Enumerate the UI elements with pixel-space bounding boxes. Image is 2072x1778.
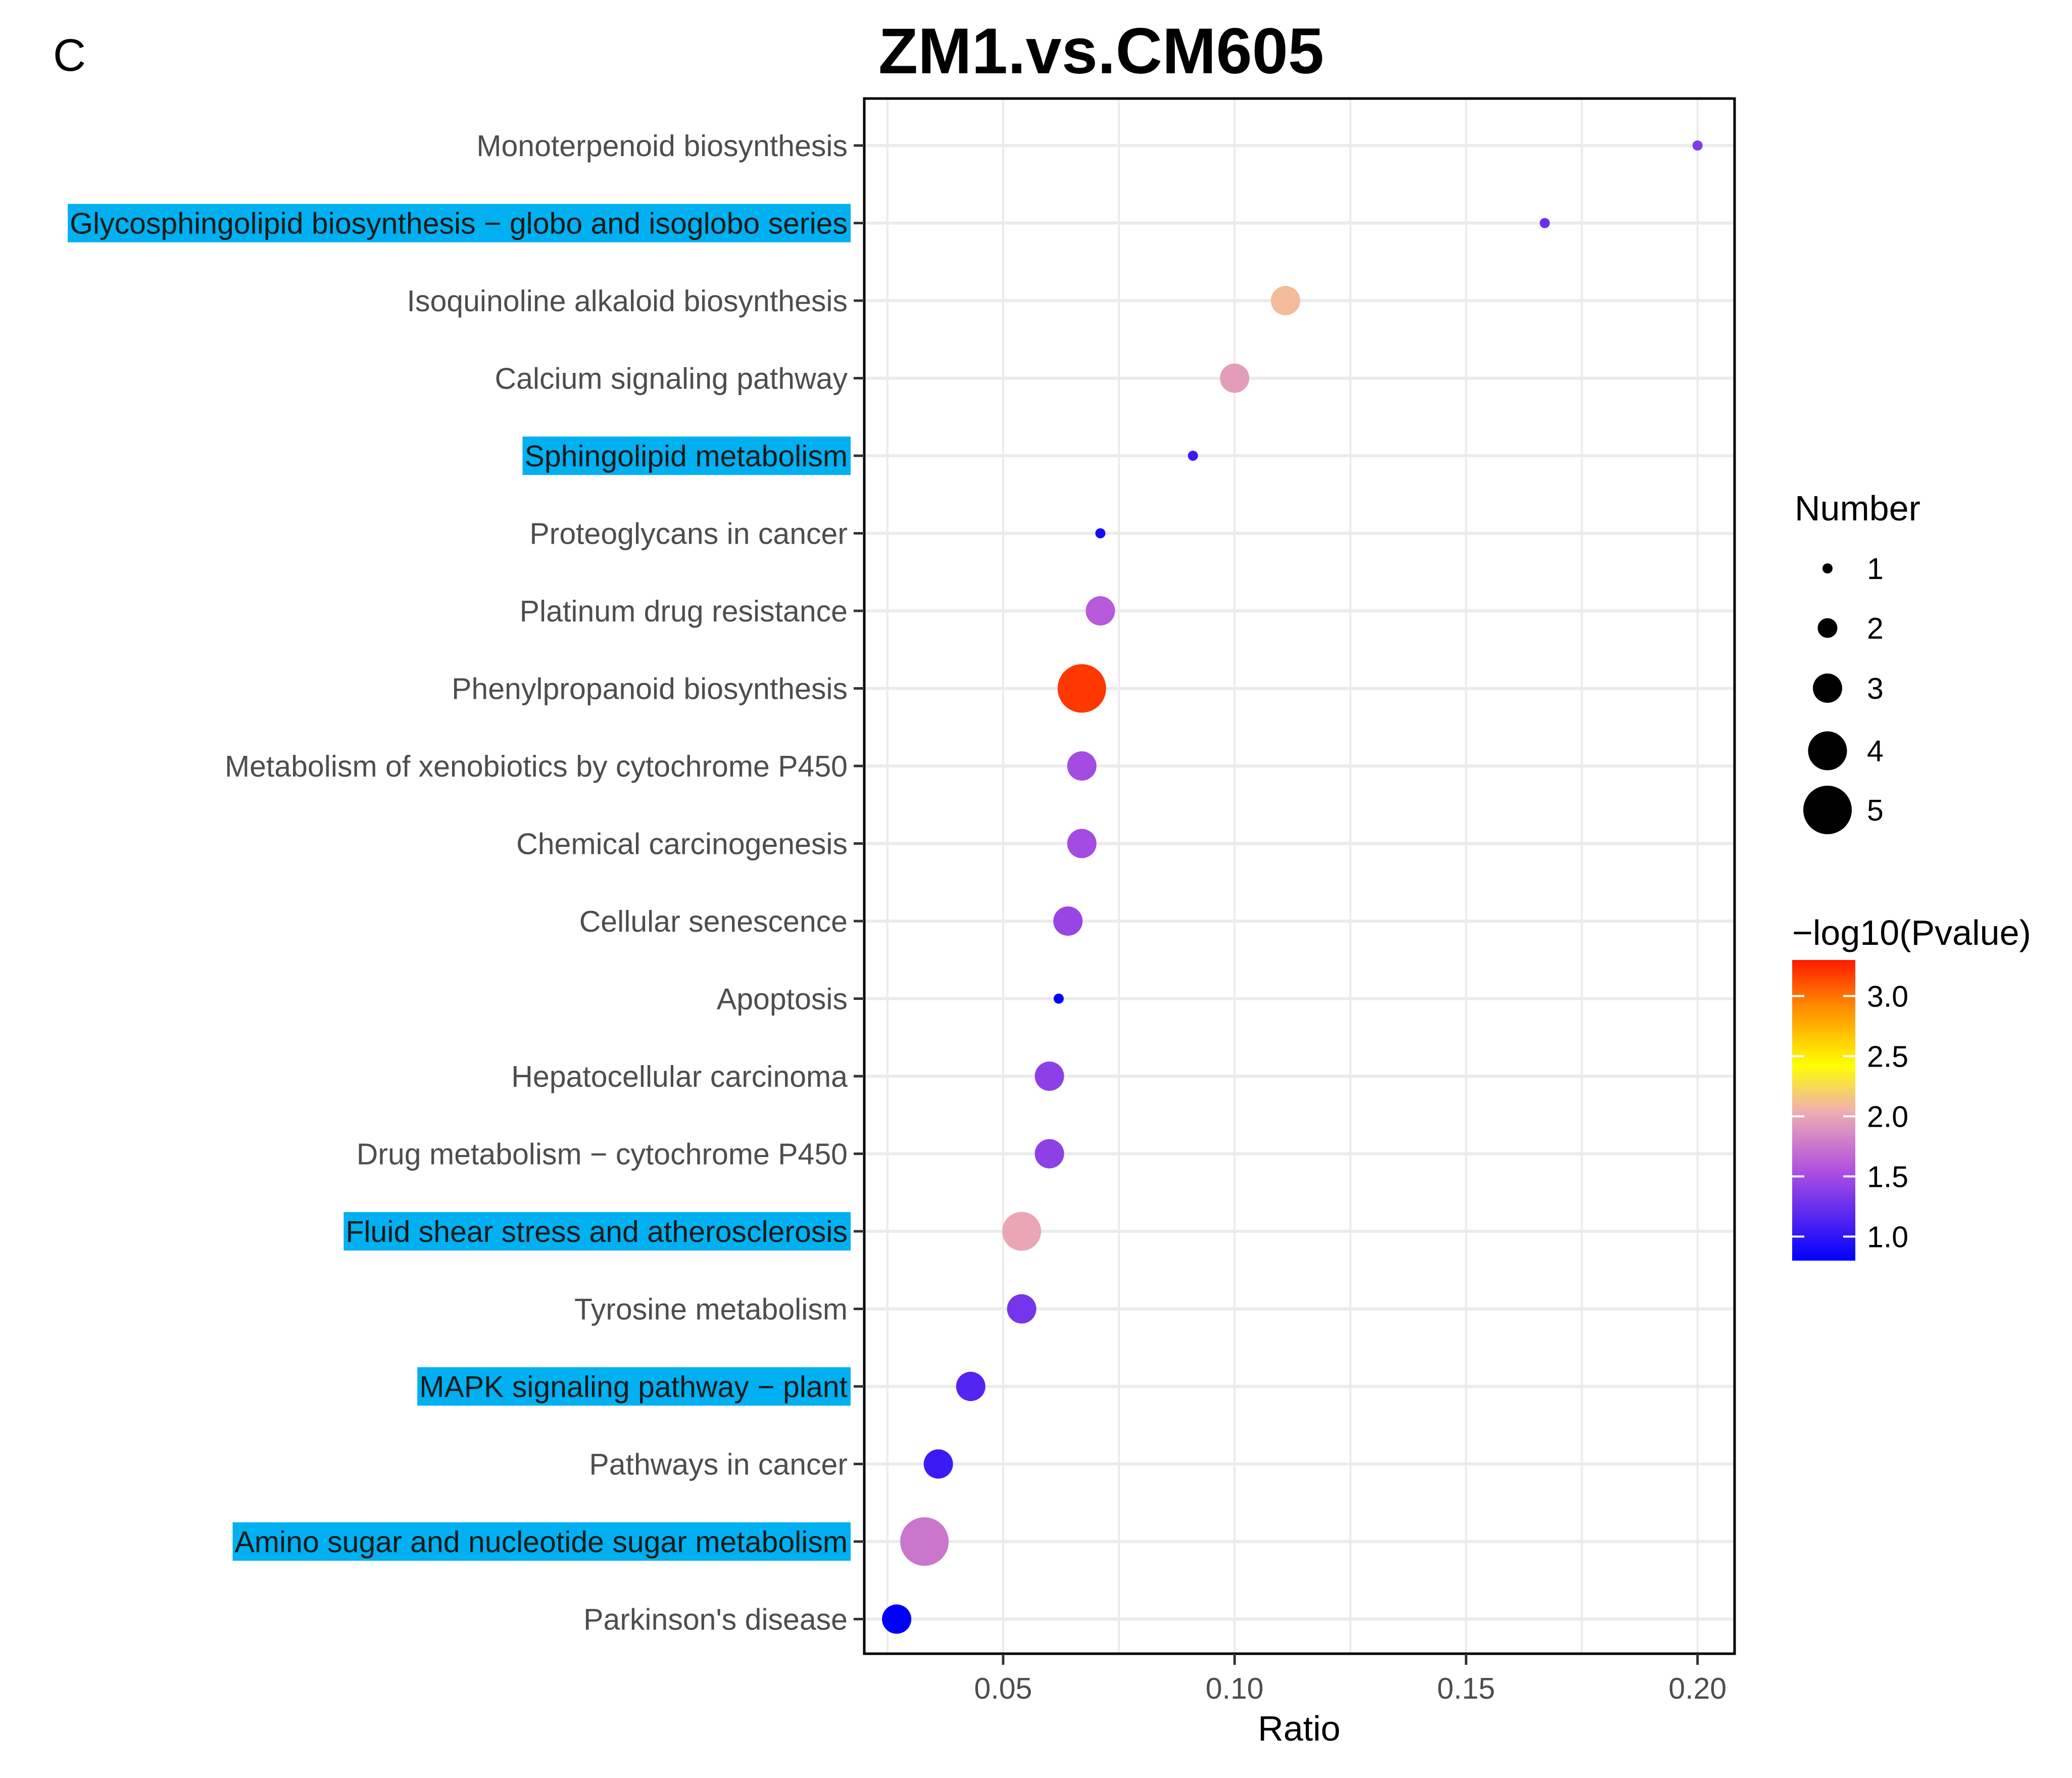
size-legend-label: 1 — [1867, 552, 1884, 586]
colorbar-tick-label: 1.5 — [1867, 1160, 1908, 1193]
data-points — [882, 140, 1703, 1634]
size-legend-title: Number — [1795, 489, 1920, 528]
size-legend-key — [1813, 674, 1842, 703]
pathway-label: Isoquinoline alkaloid biosynthesis — [407, 284, 848, 318]
pathway-label: Apoptosis — [717, 983, 848, 1016]
data-point — [1057, 664, 1106, 713]
pathway-label: Fluid shear stress and atherosclerosis — [346, 1215, 848, 1248]
data-point — [1067, 751, 1097, 781]
x-tick-label: 0.15 — [1437, 1672, 1495, 1705]
pathway-highlight — [232, 1522, 851, 1561]
plot-border — [863, 97, 1736, 1655]
pathway-label: Chemical carcinogenesis — [516, 828, 848, 861]
data-point — [1271, 286, 1301, 315]
size-legend-label: 3 — [1867, 672, 1884, 705]
data-point — [882, 1604, 912, 1634]
data-point — [1086, 596, 1115, 626]
colorbar — [1792, 960, 1855, 1261]
pathway-label: Platinum drug resistance — [520, 595, 848, 628]
data-point — [1053, 993, 1064, 1004]
chart-title: ZM1.vs.CM605 — [878, 15, 1324, 87]
data-point — [1007, 1294, 1037, 1324]
data-point — [923, 1449, 953, 1479]
pathway-labels: Monoterpenoid biosynthesis Glycosphingoli… — [68, 129, 851, 1637]
pathway-label: Parkinson's disease — [583, 1603, 848, 1637]
x-tick-label: 0.20 — [1668, 1672, 1726, 1705]
colorbar-tick-label: 2.5 — [1867, 1040, 1908, 1073]
color-legend: −log10(Pvalue) 1.0 1.5 2.0 2.5 3.0 — [1792, 913, 2031, 1261]
pathway-label: Monoterpenoid biosynthesis — [476, 129, 848, 163]
pathway-label: Tyrosine metabolism — [574, 1293, 848, 1326]
pathway-highlight — [522, 437, 851, 475]
size-legend-label: 4 — [1867, 735, 1884, 768]
data-point — [1095, 528, 1106, 539]
pathway-label: Drug metabolism − cytochrome P450 — [357, 1138, 848, 1171]
data-point — [1692, 140, 1703, 151]
grid-lines — [864, 99, 1735, 1654]
data-point — [1034, 1062, 1064, 1091]
pathway-label: Amino sugar and nucleotide sugar metabol… — [235, 1525, 848, 1559]
pathway-label: Sphingolipid metabolism — [524, 440, 848, 473]
data-point — [1067, 829, 1097, 858]
size-legend-key — [1808, 731, 1847, 771]
size-legend-label: 5 — [1867, 794, 1884, 827]
size-legend-key — [1803, 786, 1852, 834]
x-axis-title: Ratio — [1258, 1709, 1340, 1748]
pathway-label: Pathways in cancer — [589, 1448, 848, 1481]
colorbar-tick-label: 2.0 — [1867, 1100, 1908, 1133]
pathway-label: Calcium signaling pathway — [495, 362, 848, 396]
data-point — [1188, 451, 1198, 461]
pathway-label: Metabolism of xenobiotics by cytochrome … — [225, 750, 848, 783]
pathway-label: Cellular senescence — [579, 905, 848, 938]
size-legend-key — [1822, 563, 1833, 573]
x-tick-label: 0.05 — [974, 1672, 1032, 1705]
data-point — [1002, 1212, 1042, 1251]
color-legend-title: −log10(Pvalue) — [1792, 913, 2031, 952]
colorbar-tick-label: 3.0 — [1867, 980, 1908, 1013]
data-point — [956, 1372, 985, 1401]
size-legend-key — [1817, 618, 1838, 638]
x-tick-label: 0.10 — [1206, 1672, 1264, 1705]
pathway-label: Hepatocellular carcinoma — [511, 1060, 848, 1093]
pathway-label: Phenylpropanoid biosynthesis — [452, 672, 848, 706]
plot-background — [864, 99, 1735, 1654]
data-point — [900, 1517, 949, 1566]
data-point — [1053, 906, 1083, 936]
pathway-label: Proteoglycans in cancer — [529, 517, 848, 551]
size-legend-label: 2 — [1867, 612, 1884, 645]
data-point — [1034, 1139, 1064, 1169]
colorbar-tick-label: 1.0 — [1867, 1220, 1908, 1254]
data-point — [1540, 218, 1550, 228]
size-legend: Number 1 2 3 4 5 — [1795, 489, 1920, 834]
data-point — [1220, 363, 1250, 393]
x-axis: 0.05 0.10 0.15 0.20 — [854, 144, 1726, 1705]
pathway-label: MAPK signaling pathway − plant — [419, 1370, 848, 1404]
pathway-highlight — [343, 1212, 851, 1251]
pathway-highlight — [417, 1367, 851, 1406]
pathway-highlight — [68, 204, 851, 243]
pathway-label: Glycosphingolipid biosynthesis − globo a… — [70, 207, 848, 241]
panel-letter: C — [53, 30, 86, 81]
